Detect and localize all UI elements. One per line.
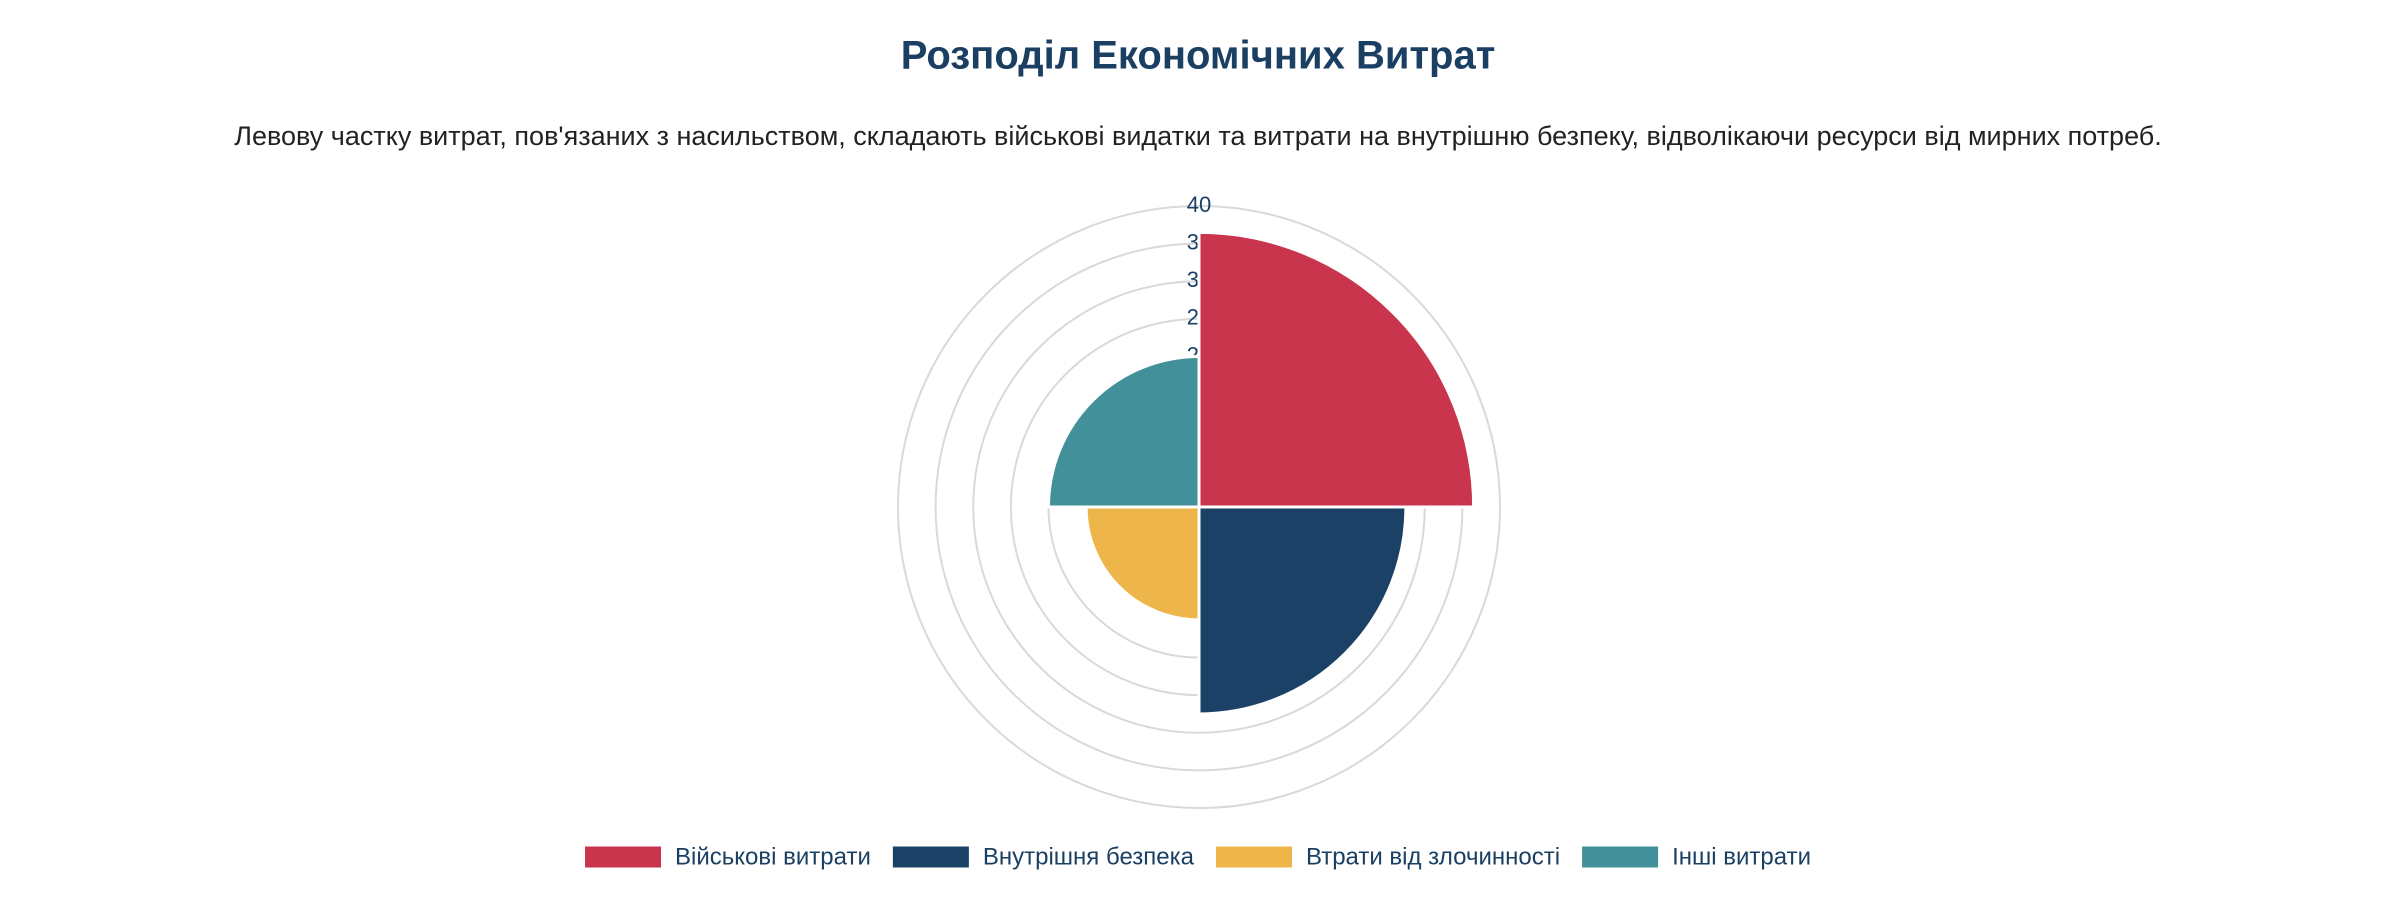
- legend-label: Військові витрати: [675, 843, 871, 870]
- legend-swatch: [1582, 846, 1659, 868]
- polar-wedge: [1046, 354, 1201, 509]
- chart-title: Розподіл Економічних Витрат: [901, 34, 1496, 78]
- legend-swatch: [585, 846, 662, 868]
- legend-label: Втрати від злочинності: [1306, 843, 1560, 870]
- grid-circle: [897, 205, 1501, 809]
- polar-wedge: [1197, 230, 1476, 509]
- legend-swatch: [892, 846, 969, 868]
- legend-label: Інші витрати: [1672, 843, 1811, 870]
- polar-wedge: [1197, 505, 1408, 716]
- legend-swatch: [1215, 846, 1292, 868]
- r-tick-label: 40: [1187, 192, 1211, 217]
- polar-wedge: [1084, 505, 1201, 622]
- chart-subtitle: Левову частку витрат, пов'язаних з насил…: [234, 121, 2162, 151]
- legend-label: Внутрішня безпека: [983, 843, 1195, 870]
